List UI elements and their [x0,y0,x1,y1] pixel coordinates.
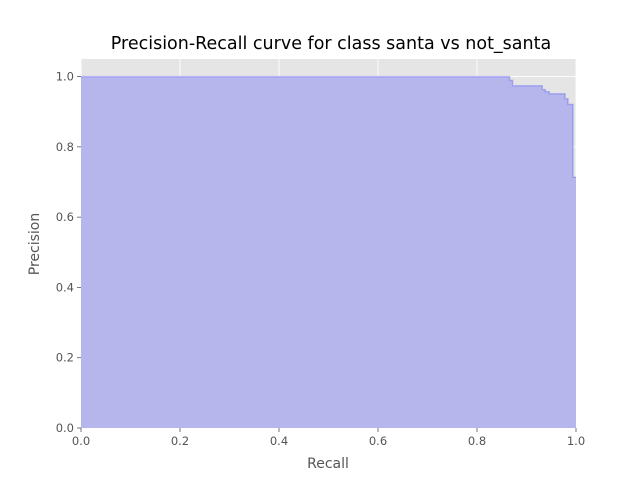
x-axis-label: Recall [307,456,349,472]
pr-curve-area [81,76,576,429]
y-axis-label: Precision [27,213,43,275]
x-tick-label: 0.2 [171,434,189,448]
x-axis-ticks: 0.0 0.2 0.4 0.6 0.8 1.0 [72,428,585,448]
x-tick-label: 0.6 [369,434,387,448]
x-tick-label: 0.8 [468,434,486,448]
pr-curve-line [81,75,576,178]
y-tick-label: 1.0 [56,70,74,84]
y-axis-ticks: 0.0 0.2 0.4 0.6 0.8 1.0 [56,70,81,435]
x-tick-label: 0.0 [72,434,90,448]
y-tick-label: 0.4 [56,280,74,294]
x-tick-label: 1.0 [567,434,585,448]
y-tick-label: 0.8 [56,140,74,154]
x-tick-label: 0.4 [270,434,288,448]
y-tick-label: 0.6 [56,210,74,224]
chart-title: Precision-Recall curve for class santa v… [111,34,551,54]
y-tick-label: 0.2 [56,351,74,365]
y-tick-label: 0.0 [56,421,74,435]
